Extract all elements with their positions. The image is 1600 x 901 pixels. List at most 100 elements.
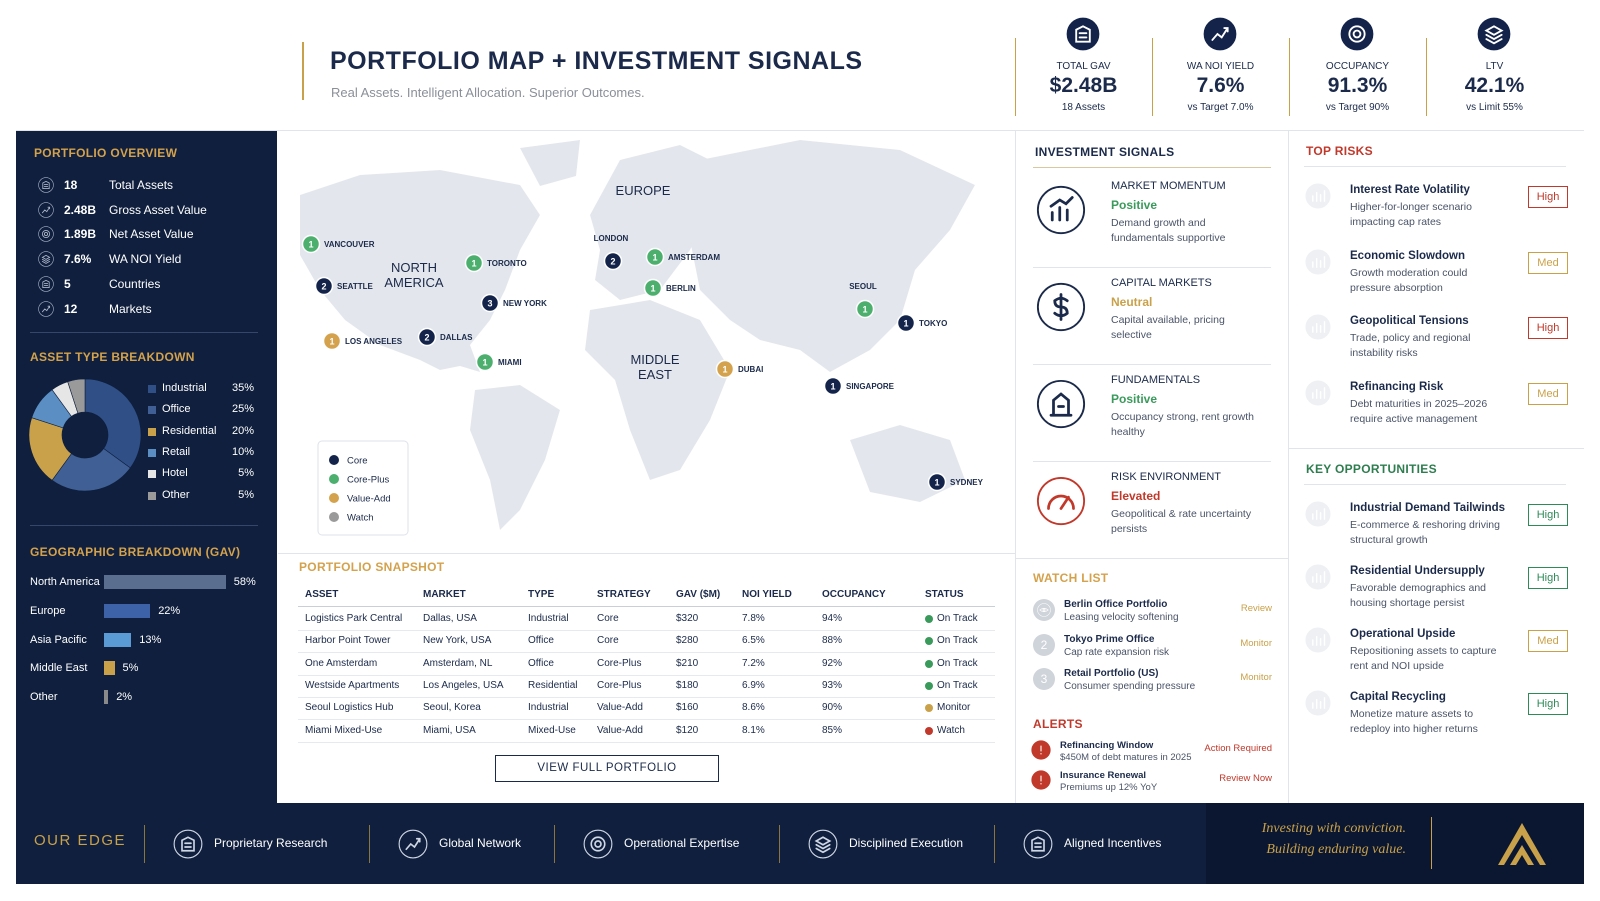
marker-label: SYDNEY (950, 478, 984, 487)
divider (1033, 267, 1271, 268)
icon (1305, 314, 1331, 340)
donut-segment (84, 378, 142, 469)
icon-glyph (405, 837, 421, 851)
land (520, 140, 580, 186)
signal-desc: Capital available, pricing selective (1111, 314, 1225, 341)
table-cell: $280 (676, 635, 699, 647)
watch-badge (1033, 599, 1055, 621)
item-desc: Favorable demographics and housing short… (1350, 582, 1486, 609)
icon-ring (38, 201, 54, 218)
view-button[interactable]: VIEW FULL PORTFOLIO (495, 755, 719, 782)
table-cell: 90% (822, 702, 843, 714)
map-marker (603, 251, 623, 271)
map-marker (823, 376, 843, 396)
geo-bar (104, 661, 115, 676)
table-cell: Dallas, USA (423, 613, 477, 624)
icon-glyph (1484, 25, 1504, 45)
icon-glyph (1047, 494, 1075, 510)
overview-value: 12 (64, 301, 78, 316)
table-cell: $160 (676, 702, 699, 714)
signal-title: CAPITAL MARKETS (1111, 277, 1212, 289)
icon-glyph (1075, 25, 1091, 43)
column-header: TYPE (528, 589, 555, 600)
watch-desc: Leasing velocity softening (1064, 612, 1179, 623)
table-cell: Core-Plus (597, 657, 642, 669)
left-panel: PORTFOLIO OVERVIEW 18 Total Assets 2.48B Gro… (16, 130, 277, 803)
icon-glyph (1312, 190, 1326, 202)
map-marker (643, 278, 663, 298)
table-cell: Watch (937, 724, 965, 736)
icon (1305, 183, 1331, 209)
table-cell: Core (597, 635, 619, 647)
item-desc: Monetize mature assets to redeploy into … (1350, 708, 1478, 735)
signal-status: Neutral (1111, 295, 1153, 309)
table-cell: Logistics Park Central (305, 613, 403, 624)
icon-glyph (42, 180, 50, 190)
section-title: PORTFOLIO SNAPSHOT (299, 560, 445, 574)
donut-segment (67, 378, 86, 414)
divider (30, 332, 258, 333)
value-label: 5% (238, 467, 254, 480)
icon-glyph (181, 836, 195, 852)
level-badge: Med (1528, 630, 1568, 652)
row-rule (298, 630, 995, 631)
map-marker (645, 247, 665, 267)
icon (583, 829, 613, 859)
legend-swatch (148, 448, 156, 457)
divider (1015, 38, 1016, 116)
icon-glyph (1312, 571, 1326, 583)
icon-glyph (1312, 508, 1326, 520)
table-cell: Miami Mixed-Use (305, 724, 383, 736)
legend-label: Other (162, 488, 190, 501)
icon-glyph (1312, 386, 1326, 399)
map-marker (896, 313, 916, 333)
legend-label: Watch (347, 513, 374, 524)
status-dot (925, 637, 933, 646)
overview-value: 5 (64, 276, 71, 291)
marker-label: SINGAPORE (846, 382, 895, 391)
status-dot (925, 726, 933, 735)
item-desc: Debt maturities in 2025–2026 require act… (1350, 397, 1488, 425)
map-marker (301, 234, 321, 254)
footer-title: OUR EDGE (34, 832, 127, 849)
column-header: ASSET (305, 589, 339, 600)
table-cell: 85% (822, 724, 843, 736)
icon (1037, 603, 1051, 617)
divider (1152, 38, 1153, 116)
icon-glyph (41, 305, 51, 312)
icon-ring (1305, 690, 1331, 716)
geo-bar (104, 690, 109, 705)
divider (16, 130, 1584, 131)
icon-ring (38, 251, 54, 267)
legend-dot (329, 474, 339, 484)
icon (1023, 829, 1053, 859)
legend-label: Core (347, 456, 368, 467)
icon-ring (38, 276, 54, 292)
legend-swatch (148, 385, 156, 393)
level-badge: High (1528, 504, 1568, 526)
table-cell: On Track (937, 657, 978, 669)
geo-bar (104, 603, 151, 618)
icon (1477, 17, 1511, 51)
map-marker (480, 293, 500, 313)
marker-count: 2 (610, 257, 615, 267)
table-cell: 93% (822, 679, 843, 691)
region-label: MIDDLE EAST (630, 352, 680, 382)
table-cell: 8.6% (742, 702, 765, 714)
table-cell: Residential (528, 679, 578, 691)
donut-chart (28, 378, 142, 492)
legend-label: Core-Plus (347, 475, 389, 486)
logo-mark (1510, 845, 1534, 865)
land (850, 425, 965, 502)
geo-label: Asia Pacific (30, 633, 87, 646)
item-desc: Higher-for-longer scenario impacting cap… (1350, 201, 1472, 228)
status-dot (925, 659, 933, 668)
icon-ring (1305, 564, 1331, 590)
item-title: Economic Slowdown (1350, 249, 1466, 262)
icon-ring (1305, 248, 1331, 275)
value-label: 58% (233, 576, 256, 588)
marker-label: NEW YORK (503, 299, 547, 308)
map-marker (475, 352, 495, 372)
table-cell: Seoul, Korea (423, 702, 481, 714)
item-desc: Repositioning assets to capture rent and… (1350, 645, 1497, 672)
